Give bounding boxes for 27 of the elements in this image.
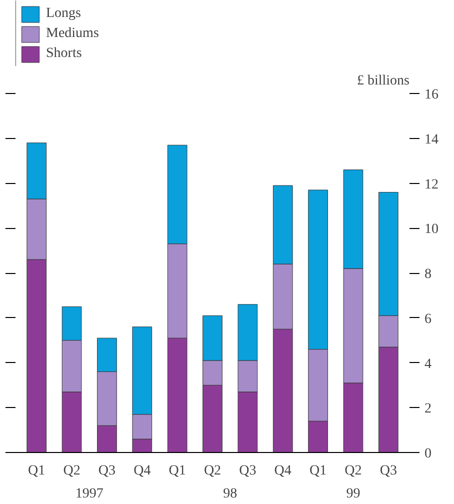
x-tick-label: Q4 bbox=[274, 464, 292, 478]
y-tick-label: 4 bbox=[424, 356, 432, 372]
x-tick-label: Q2 bbox=[344, 464, 362, 478]
x-tick-label: Q2 bbox=[63, 464, 80, 478]
x-tick-label: Q3 bbox=[98, 464, 116, 478]
y-axis-title: £ billions bbox=[356, 74, 410, 88]
text: 99 bbox=[346, 486, 360, 502]
text: 98 bbox=[223, 486, 238, 502]
x-tick-label: Q2 bbox=[204, 464, 222, 478]
y-tick-label: 0 bbox=[424, 446, 432, 462]
x-tick-label: Q3 bbox=[380, 464, 397, 478]
x-tick-label: Q3 bbox=[239, 464, 256, 478]
y-tick-label: 12 bbox=[424, 177, 438, 192]
legend-label: Shorts bbox=[46, 45, 82, 63]
x-tick-label: Q1 bbox=[309, 464, 327, 478]
x-tick-label: Q4 bbox=[134, 464, 151, 478]
y-tick-label: 8 bbox=[424, 267, 432, 282]
y-tick-label: 6 bbox=[424, 312, 432, 327]
y-tick-label: 14 bbox=[424, 132, 438, 148]
y-tick-label: 10 bbox=[424, 222, 438, 238]
y-tick-label: 16 bbox=[424, 88, 438, 102]
y-tick-label: 2 bbox=[424, 402, 432, 417]
legend-label: Longs bbox=[46, 5, 81, 23]
x-tick-label: Q1 bbox=[28, 464, 46, 478]
legend-label: Mediums bbox=[46, 25, 99, 43]
x-tick-label: Q1 bbox=[168, 464, 186, 478]
text: 1997 bbox=[75, 486, 104, 502]
